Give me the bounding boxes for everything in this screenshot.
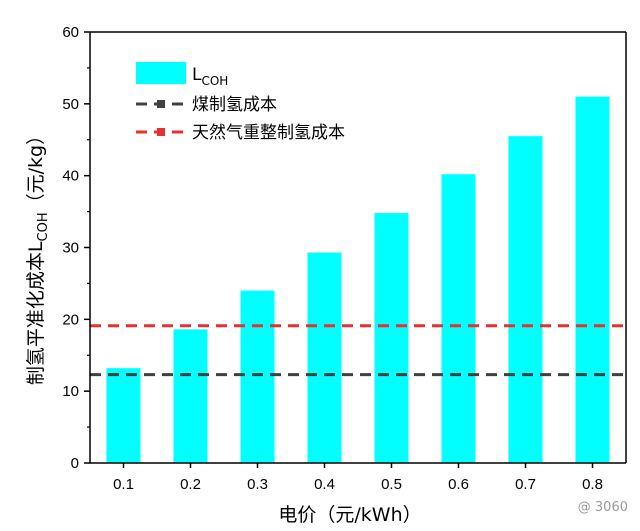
axis-titles: 电价（元/kWh） 制氢平准化成本LCOH（元/kg）: [25, 126, 422, 526]
bar-0.4: [307, 252, 342, 463]
legend-label-series: LCOH: [192, 65, 228, 88]
reference-lines-group: [90, 324, 626, 377]
x-tick-label: 0.5: [381, 476, 402, 493]
y-tick-label: 20: [62, 311, 79, 328]
ticks-group: 0 10 20 30 40 50 60 0.1 0.2 0.3 0.4 0.5 0.6 0.7 0.8: [62, 24, 603, 493]
y-tick-label: 30: [62, 240, 79, 257]
legend-marker-2: [157, 128, 165, 136]
y-axis-title: 制氢平准化成本LCOH（元/kg）: [25, 126, 51, 385]
bar-0.3: [240, 290, 275, 463]
bars-group: [106, 96, 610, 464]
bar-0.1: [106, 368, 141, 463]
bar-0.6: [441, 174, 476, 464]
bar-0.5: [374, 213, 409, 463]
x-tick-label: 0.1: [113, 476, 134, 493]
x-tick-label: 0.3: [247, 476, 268, 493]
legend-marker-1: [157, 100, 165, 108]
x-axis-title: 电价（元/kWh）: [278, 504, 421, 526]
y-tick-label: 50: [62, 96, 79, 113]
bar-0.8: [575, 96, 610, 464]
watermark: @ 3060: [577, 500, 628, 515]
legend-swatch-series: [136, 62, 186, 84]
bar-0.2: [173, 329, 208, 463]
watermark-text: 3060: [594, 500, 628, 515]
bar-0.7: [508, 136, 543, 464]
x-tick-label: 0.8: [582, 476, 603, 493]
y-tick-label: 10: [62, 383, 79, 400]
y-tick-label: 40: [62, 168, 79, 185]
x-tick-label: 0.4: [314, 476, 335, 493]
y-tick-label: 0: [71, 455, 79, 472]
legend-label-line-2: 天然气重整制氢成本: [192, 123, 345, 143]
x-tick-label: 0.7: [515, 476, 536, 493]
y-tick-label: 60: [62, 24, 79, 41]
legend-label-line-1: 煤制氢成本: [192, 95, 277, 115]
x-tick-label: 0.6: [448, 476, 469, 493]
axes-group: [89, 31, 627, 464]
x-tick-label: 0.2: [180, 476, 201, 493]
